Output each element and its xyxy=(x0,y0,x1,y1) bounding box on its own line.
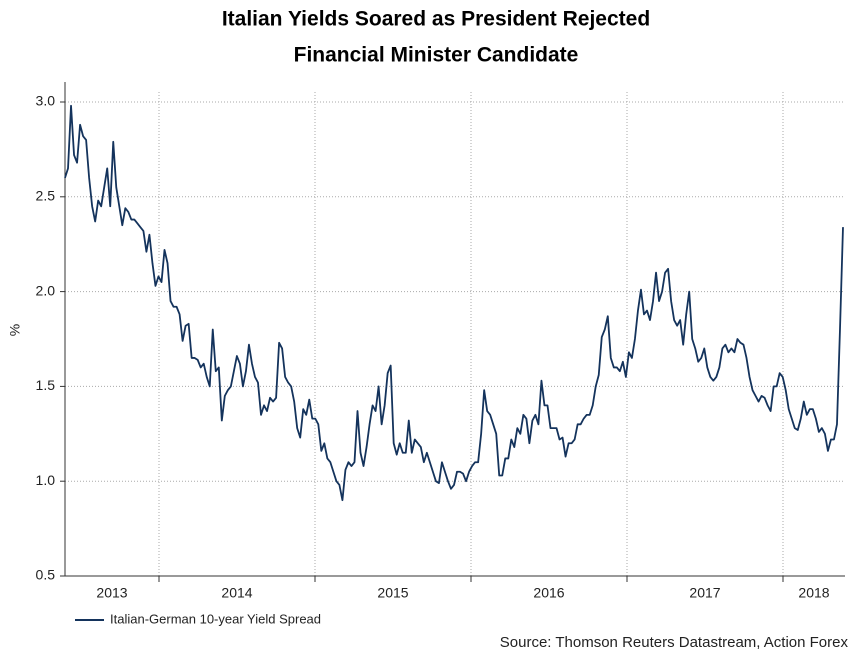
x-tick-label: 2013 xyxy=(96,585,127,601)
source: Source: Thomson Reuters Datastream, Acti… xyxy=(500,634,849,651)
x-tick-label: 2017 xyxy=(689,585,720,601)
y-tick-label: 2.5 xyxy=(36,188,56,204)
chart-title: Italian Yields Soared as President Rejec… xyxy=(222,8,650,31)
chart-title: Financial Minister Candidate xyxy=(294,44,579,67)
y-tick-label: 0.5 xyxy=(36,567,56,583)
y-tick-label: 1.5 xyxy=(36,377,56,393)
y-axis-label: % xyxy=(7,324,23,336)
x-tick-label: 2016 xyxy=(533,585,564,601)
x-tick-label: 2014 xyxy=(221,585,252,601)
y-tick-label: 2.0 xyxy=(36,282,56,298)
x-tick-label: 2015 xyxy=(377,585,408,601)
legend-label: Italian-German 10-year Yield Spread xyxy=(110,611,321,626)
y-tick-label: 3.0 xyxy=(36,93,56,109)
x-tick-label: 2018 xyxy=(798,585,829,601)
line-series xyxy=(64,104,844,502)
y-tick-label: 1.0 xyxy=(36,472,56,488)
